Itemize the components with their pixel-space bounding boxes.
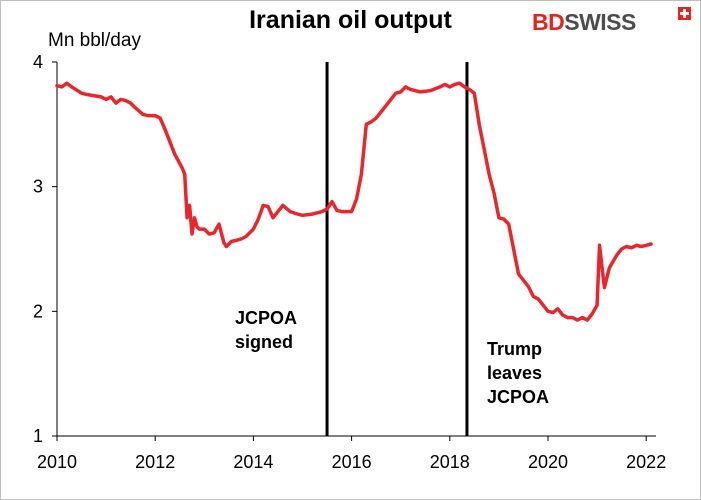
y-tick-label: 1 — [33, 426, 43, 446]
x-tick-label: 2016 — [332, 452, 372, 472]
y-tick-label: 3 — [33, 177, 43, 197]
chart-title: Iranian oil output — [249, 6, 452, 34]
event-annotation: leaves — [487, 363, 542, 383]
x-tick-label: 2020 — [528, 452, 568, 472]
swiss-cross-icon — [678, 7, 691, 20]
event-annotation: JCPOA — [487, 387, 549, 407]
series-line — [55, 81, 653, 322]
x-tick-label: 2012 — [135, 452, 175, 472]
brand-logo-bd: BD — [532, 9, 565, 35]
x-tick-label: 2022 — [626, 452, 666, 472]
brand-logo-swiss: SWISS — [564, 9, 636, 35]
event-annotation: JCPOA — [235, 308, 297, 328]
x-tick-label: 2018 — [430, 452, 470, 472]
event-annotation: Trump — [487, 339, 542, 359]
brand-logo: BDSWISS — [532, 7, 691, 36]
x-tick-label: 2014 — [233, 452, 273, 472]
y-axis-label: Mn bbl/day — [48, 30, 141, 51]
event-annotation: signed — [235, 332, 293, 352]
y-tick-label: 4 — [33, 52, 43, 72]
x-tick-label: 2010 — [37, 452, 77, 472]
y-tick-label: 2 — [33, 301, 43, 321]
